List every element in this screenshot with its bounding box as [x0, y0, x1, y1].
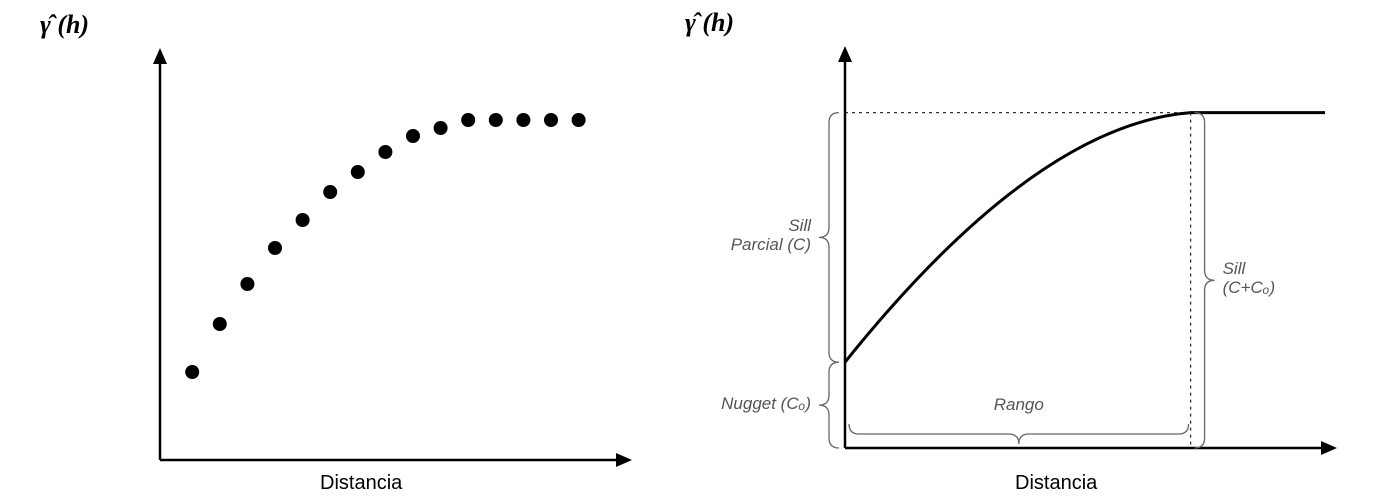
annotation-sill-total: Sill(C+Cₒ)	[1223, 260, 1276, 297]
left-chart-svg	[0, 10, 675, 480]
right-x-axis-label: Distancia	[1015, 472, 1097, 495]
annotation-nugget: Nugget (Cₒ)	[721, 395, 811, 414]
figure-container: γ̂ (h) Distancia γ̂ (h) Distancia SillPa…	[0, 0, 1375, 502]
left-x-axis-label: Distancia	[320, 472, 402, 495]
annotation-sill-partial: SillParcial (C)	[731, 217, 811, 254]
annotation-rango: Rango	[969, 396, 1069, 415]
left-panel: γ̂ (h) Distancia	[0, 0, 675, 502]
right-panel: γ̂ (h) Distancia SillParcial (C) Nugget …	[675, 0, 1375, 502]
